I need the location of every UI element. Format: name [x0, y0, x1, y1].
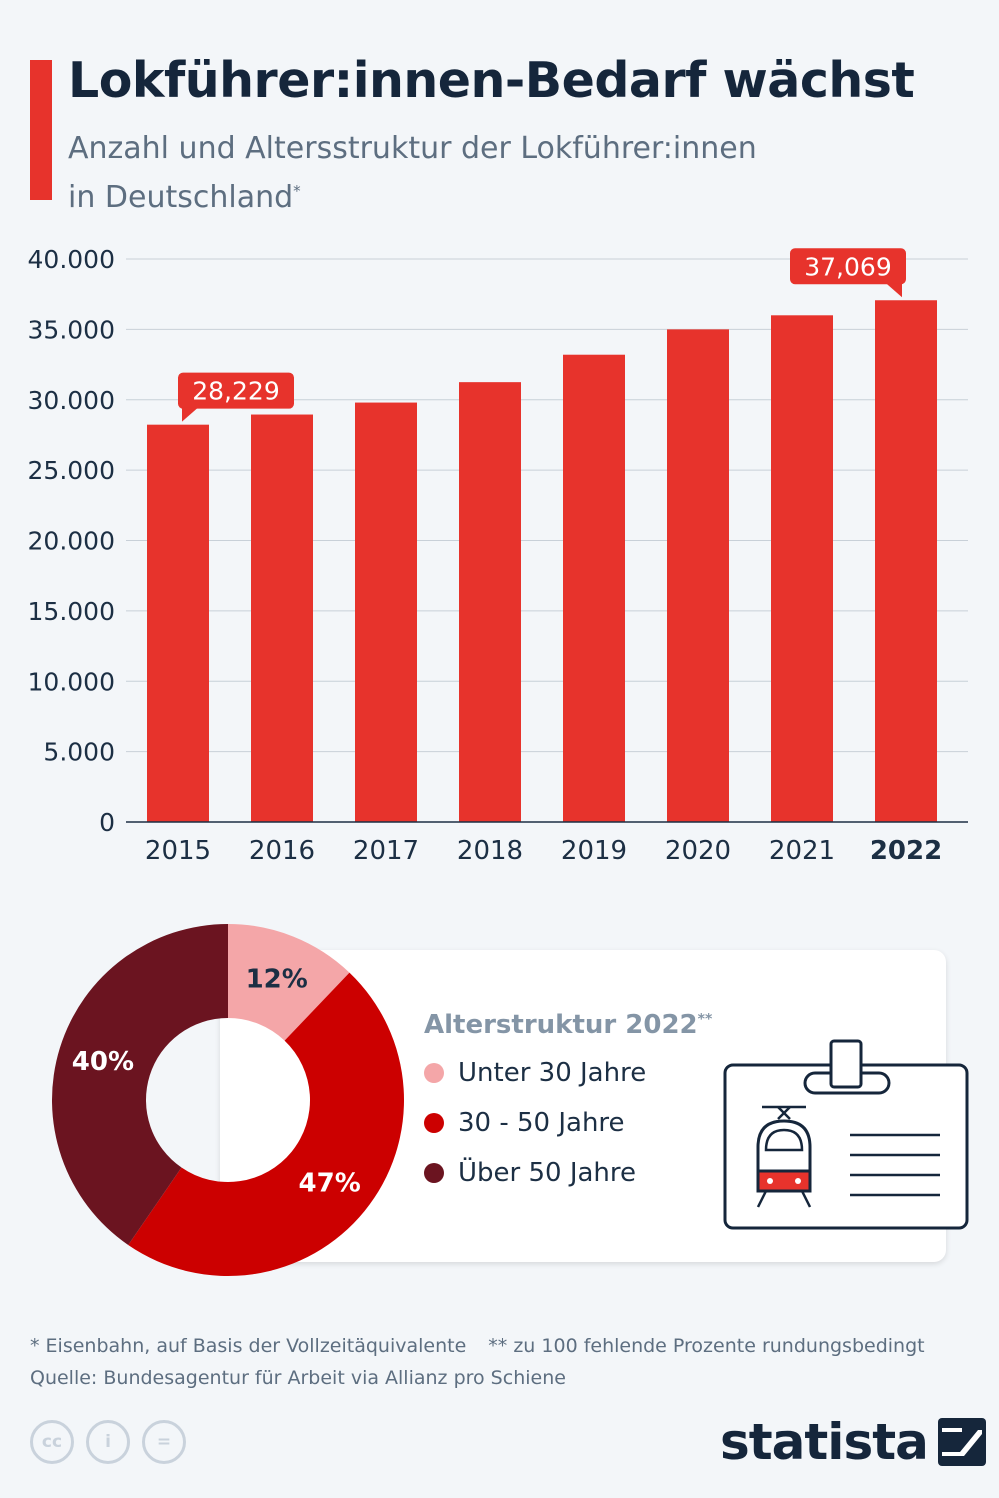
subtitle-line1: Anzahl und Altersstruktur der Lokführer:… [68, 131, 757, 166]
by-icon[interactable]: i [86, 1420, 130, 1464]
bar-2020 [667, 329, 729, 822]
donut-slice-2 [51, 924, 228, 1245]
legend-dot-30-50 [424, 1113, 444, 1133]
x-tick-label-2022: 2022 [870, 836, 942, 866]
x-tick-label-2019: 2019 [561, 836, 627, 866]
y-tick-label: 25.000 [28, 456, 115, 485]
callout-pointer [886, 283, 902, 298]
y-tick-label: 40.000 [28, 245, 115, 274]
y-tick-label: 10.000 [28, 667, 115, 696]
legend-title-text: Alterstruktur 2022 [424, 1010, 698, 1040]
y-tick-label: 5.000 [43, 738, 115, 767]
x-tick-label-2020: 2020 [665, 836, 731, 866]
footnotes: * Eisenbahn, auf Basis der Vollzeitäquiv… [30, 1330, 925, 1394]
legend-label-under-30: Unter 30 Jahre [458, 1058, 647, 1088]
legend-item-under-30: Unter 30 Jahre [424, 1056, 646, 1090]
y-tick-label: 30.000 [28, 386, 115, 415]
callout-label: 37,069 [804, 252, 891, 281]
callout-2015: 28,229 [178, 372, 294, 422]
legend-item-over-50: Über 50 Jahre [424, 1156, 636, 1190]
page-title: Lokführer:innen-Bedarf wächst [68, 52, 915, 109]
donut-slice-0 [228, 924, 350, 1041]
bar-2021 [771, 315, 833, 822]
source-line: Quelle: Bundesagentur für Arbeit via All… [30, 1367, 566, 1389]
x-tick-label-2021: 2021 [769, 836, 835, 866]
legend-title: Alterstruktur 2022** [424, 1010, 712, 1040]
legend-label-over-50: Über 50 Jahre [458, 1158, 637, 1188]
bar-2022 [875, 300, 937, 823]
brand-wordmark: statista [720, 1413, 929, 1471]
license-icons: cc i = [30, 1420, 186, 1464]
title-accent-bar [30, 60, 52, 200]
footnote-1: * Eisenbahn, auf Basis der Vollzeitäquiv… [30, 1335, 467, 1357]
y-tick-label: 35.000 [28, 315, 115, 344]
legend-dot-over-50 [424, 1163, 444, 1183]
legend-item-30-50: 30 - 50 Jahre [424, 1106, 625, 1140]
donut-slice-1 [128, 972, 405, 1276]
y-tick-label: 0 [99, 808, 115, 837]
donut-label-2: 40% [72, 1047, 134, 1077]
train-driver-id-badge-icon [723, 1039, 969, 1230]
x-tick-label-2017: 2017 [353, 836, 419, 866]
footnote-2: ** zu 100 fehlende Prozente rundungsbedi… [488, 1335, 925, 1357]
page-subtitle: Anzahl und Altersstruktur der Lokführer:… [68, 128, 757, 219]
bar-2018 [459, 382, 521, 822]
x-tick-label-2016: 2016 [249, 836, 315, 866]
cc-icon[interactable]: cc [30, 1420, 74, 1464]
legend-label-30-50: 30 - 50 Jahre [458, 1108, 625, 1138]
bar-2016 [251, 414, 313, 822]
age-donut-chart: 12% 47% 40% [51, 924, 405, 1276]
bar-2017 [355, 402, 417, 822]
bar-2015 [147, 424, 209, 822]
subtitle-line2: in Deutschland [68, 180, 294, 215]
legend-dot-under-30 [424, 1063, 444, 1083]
bar-chart: 0 5.000 10.000 15.000 20.000 25.000 30.000 35.0… [28, 245, 968, 866]
callout-box [790, 248, 906, 285]
statista-logo-icon [937, 1418, 986, 1466]
subtitle-footnote-mark: * [293, 182, 301, 200]
statista-brand[interactable]: statista [720, 1413, 986, 1471]
legend-title-mark: ** [697, 1011, 713, 1028]
x-tick-label-2015: 2015 [145, 836, 211, 866]
x-tick-label-2018: 2018 [457, 836, 523, 866]
callout-2022: 37,069 [790, 248, 906, 298]
bar-2019 [563, 354, 625, 822]
donut-label-1: 47% [299, 1169, 361, 1199]
nd-icon[interactable]: = [142, 1420, 186, 1464]
callout-label: 28,229 [192, 377, 279, 406]
donut-label-0: 12% [246, 964, 308, 994]
y-tick-label: 20.000 [28, 527, 115, 556]
callout-box [178, 372, 294, 409]
y-tick-label: 15.000 [28, 597, 115, 626]
callout-pointer [182, 407, 198, 422]
